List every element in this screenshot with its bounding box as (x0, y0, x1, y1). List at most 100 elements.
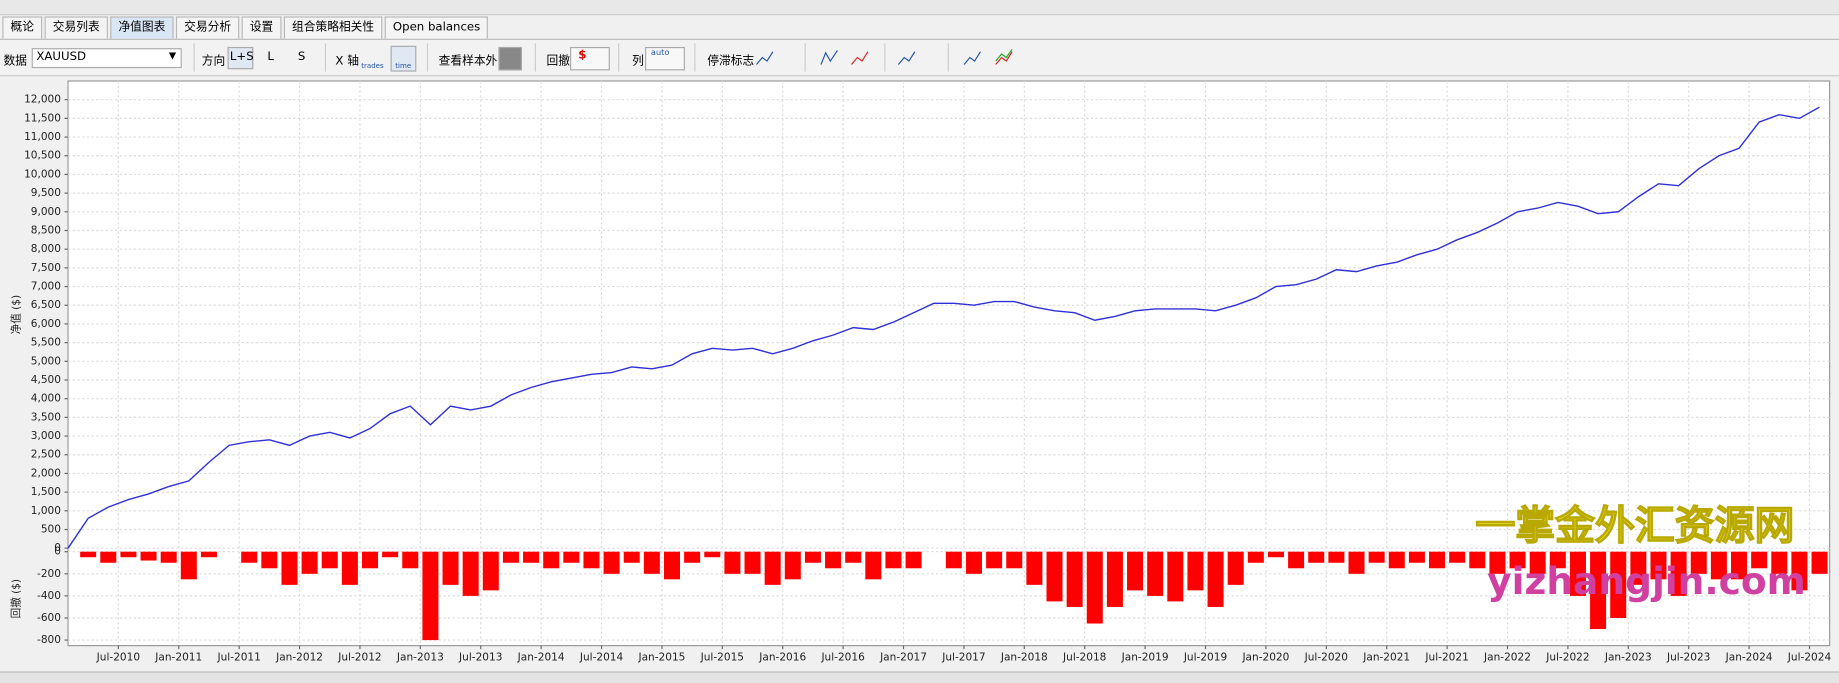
equity-line (67, 106, 1820, 549)
y-tick-label: 7,000 (31, 281, 61, 293)
drawdown-bar (1308, 551, 1325, 563)
drawdown-bar (1630, 551, 1647, 585)
option[interactable]: trades (361, 62, 384, 71)
y-tick-label: 0 (54, 546, 61, 558)
x-tick-label: Jul-2020 (1304, 651, 1349, 663)
label: 数据 (3, 55, 27, 69)
drawdown-bar (1106, 551, 1123, 607)
icon: $ (578, 49, 587, 63)
y-tick-label: 12,000 (24, 94, 61, 106)
x-tick-label: Jul-2024 (1787, 651, 1832, 663)
toggle[interactable]: L+S (227, 46, 254, 70)
label: 方向 (201, 55, 226, 69)
toggle[interactable]: time (390, 45, 417, 72)
x-tick-label: Jan-2021 (1362, 651, 1410, 663)
drawdown-bar (784, 551, 801, 580)
separator (426, 43, 429, 72)
drawdown-bar (1388, 551, 1405, 569)
drawdown-bar (643, 551, 660, 574)
tab[interactable]: Open balances (384, 16, 489, 39)
drawdown-bar (603, 551, 620, 574)
y-tick-label: -200 (37, 568, 61, 580)
y-tick-label: 9,000 (31, 206, 61, 218)
separator (884, 43, 886, 72)
drawdown-bar (100, 551, 117, 563)
drawdown-bar (422, 551, 439, 641)
y-tick-label: 2,000 (31, 467, 61, 479)
x-tick-label: Jan-2016 (758, 651, 806, 663)
title-bar (0, 0, 1839, 16)
drawdown-bar (442, 551, 459, 585)
option: auto (650, 48, 670, 58)
y-tick-label: -600 (37, 612, 61, 624)
separator (618, 43, 620, 72)
option[interactable]: L (267, 50, 274, 64)
status-bar (0, 671, 1839, 683)
y-tick-label: 2,500 (31, 449, 61, 461)
label: 列 (632, 55, 644, 69)
y-tick-label: 5,000 (31, 355, 61, 367)
y-tick-label: 6,500 (31, 299, 61, 311)
y-tick-label: 8,000 (31, 243, 61, 255)
drawdown-bar (764, 551, 781, 585)
drawdown-bar (965, 551, 982, 574)
tab[interactable]: 交易分析 (175, 16, 240, 39)
x-tick-label: Jul-2010 (96, 651, 141, 663)
drawdown-bar (1429, 551, 1446, 569)
tab[interactable]: 组合策略相关性 (283, 16, 383, 39)
drawdown-bar (744, 551, 761, 574)
drawdown-bar (362, 551, 379, 569)
chart-icon[interactable] (849, 47, 870, 68)
drawdown-bar (986, 551, 1003, 569)
x-tick-label: Jan-2019 (1121, 651, 1169, 663)
chart-icon[interactable] (896, 47, 917, 68)
drawdown-bar (1489, 551, 1506, 574)
chart-icon[interactable] (962, 47, 983, 68)
drawdown-bar (1267, 551, 1284, 558)
drawdown-bar (1247, 551, 1264, 563)
drawdown-bar (1710, 551, 1727, 580)
columns-select[interactable]: auto (645, 46, 685, 71)
x-tick-label: Jan-2024 (1725, 651, 1773, 663)
tab[interactable]: 概论 (2, 16, 43, 39)
drawdown-bar (1569, 551, 1586, 596)
option: time (395, 62, 412, 71)
separator (193, 43, 195, 72)
label: 回撤 (546, 55, 570, 69)
drawdown-bar (885, 551, 902, 569)
drawdown-bar (200, 551, 217, 558)
drawdown-bar (724, 551, 741, 574)
y-tick-label: 4,500 (31, 374, 61, 386)
y-tick-label: 0 (54, 542, 61, 554)
y-tick-label: 11,000 (24, 131, 61, 143)
drawdown-bar (563, 551, 580, 563)
drawdown-bar (1187, 551, 1204, 591)
tab[interactable]: 交易列表 (44, 16, 108, 39)
separator (804, 43, 806, 72)
x-tick-label: Jul-2023 (1666, 651, 1710, 663)
drawdown-bar (1207, 551, 1224, 607)
y-tick-label: 9,500 (31, 187, 61, 199)
drawdown-bar (845, 551, 862, 563)
drawdown-bar (301, 551, 318, 574)
toggle[interactable] (498, 46, 522, 71)
separator (324, 43, 327, 72)
chart-icon[interactable] (993, 47, 1014, 68)
drawdown-bar (1288, 551, 1305, 569)
drawdown-bar (704, 551, 721, 558)
tab[interactable]: 净值图表 (110, 16, 174, 39)
chart-icon[interactable] (819, 47, 840, 68)
option[interactable]: S (297, 50, 306, 64)
symbol-select[interactable]: XAUUSD ▼ (31, 48, 182, 69)
tab-bar: 概论 交易列表 净值图表 交易分析 设置 组合策略相关性 Open balanc… (2, 16, 489, 39)
drawdown-bar (684, 551, 701, 563)
tab[interactable]: 设置 (241, 16, 282, 39)
drawdown-select[interactable]: $ (569, 46, 610, 71)
chart-icon[interactable] (754, 47, 775, 68)
drawdown-bar (1066, 551, 1083, 607)
drawdown-bar (1791, 551, 1808, 591)
drawdown-bar (1408, 551, 1425, 563)
drawdown-bar (1449, 551, 1466, 563)
separator (534, 43, 536, 72)
